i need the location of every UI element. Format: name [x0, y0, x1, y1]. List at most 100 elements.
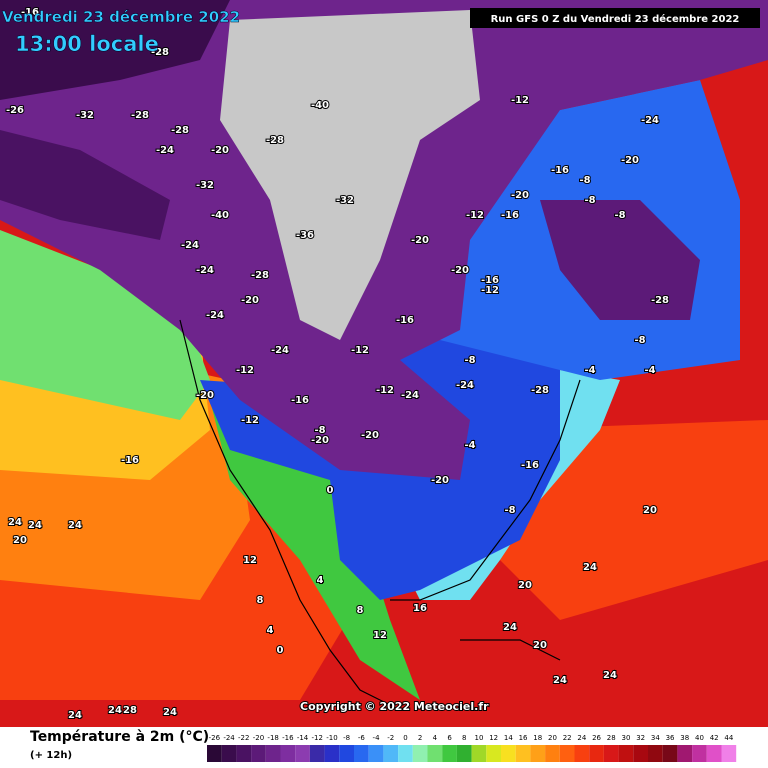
temperature-label: 24	[28, 520, 42, 531]
scale-label: -8	[343, 734, 350, 742]
scale-label: 12	[489, 734, 498, 742]
scale-swatch	[589, 745, 604, 762]
temperature-label: 12	[243, 555, 257, 566]
temperature-label: -28	[171, 125, 189, 136]
coastlines	[179, 319, 581, 711]
scale-swatch	[368, 745, 384, 762]
temperature-label: 16	[413, 603, 427, 614]
temperature-label: 20	[13, 535, 27, 546]
temperature-label: -16	[521, 460, 539, 471]
scale-label: -12	[312, 734, 323, 742]
temperature-label: 20	[643, 505, 657, 516]
scale-swatch	[280, 745, 296, 762]
temperature-label: -4	[464, 440, 475, 451]
scale-label: 20	[548, 734, 557, 742]
temperature-label: 24	[108, 705, 122, 716]
scale-label: 38	[680, 734, 689, 742]
temperature-label: -8	[584, 195, 595, 206]
temperature-label: -16	[481, 275, 499, 286]
scale-swatch	[207, 745, 222, 762]
temperature-label: -8	[504, 505, 515, 516]
scale-label: -2	[387, 734, 394, 742]
temperature-label: -24	[156, 145, 174, 156]
scale-swatch	[456, 745, 472, 762]
scale-swatch	[545, 745, 560, 762]
temperature-label: -16	[121, 455, 139, 466]
scale-swatch	[721, 745, 737, 762]
temperature-label: -20	[621, 155, 639, 166]
temperature-label: -32	[196, 180, 214, 191]
temperature-label: -24	[271, 345, 289, 356]
scale-label: 18	[533, 734, 542, 742]
scale-swatch	[383, 745, 399, 762]
time: 13:00 locale	[15, 32, 159, 56]
scale-label: 4	[433, 734, 438, 742]
temperature-label: 20	[518, 580, 532, 591]
scale-swatch	[339, 745, 354, 762]
temperature-label: -12	[481, 285, 499, 296]
scale-swatch	[574, 745, 590, 762]
scale-swatch	[442, 745, 457, 762]
temperature-label: -36	[296, 230, 314, 241]
temperature-label: -24	[181, 240, 199, 251]
scale-swatch	[603, 745, 619, 762]
scale-swatch	[706, 745, 722, 762]
legend-subtitle: (+ 12h)	[30, 750, 72, 761]
scale-swatch	[309, 745, 325, 762]
scale-label: 16	[519, 734, 528, 742]
copyright: Copyright © 2022 Meteociel.fr	[300, 700, 489, 713]
temperature-label: 24	[583, 562, 597, 573]
scale-swatch	[618, 745, 634, 762]
scale-label: -6	[358, 734, 366, 742]
temperature-label: -8	[314, 425, 325, 436]
temperature-label: -8	[464, 355, 475, 366]
legend-title: Température à 2m (°C)	[30, 729, 209, 745]
temperature-label: -40	[211, 210, 229, 221]
scale-swatch	[530, 745, 546, 762]
temperature-field	[0, 0, 768, 727]
temperature-label: -24	[456, 380, 474, 391]
scale-label: 42	[710, 734, 719, 742]
scale-label: -22	[238, 734, 249, 742]
scale-swatch	[295, 745, 310, 762]
scale-swatch	[515, 745, 531, 762]
scale-swatch	[559, 745, 575, 762]
temperature-label: -32	[336, 195, 354, 206]
temperature-label: 8	[257, 595, 264, 606]
temperature-label: -16	[396, 315, 414, 326]
scale-label: -16	[282, 734, 294, 742]
scale-label: -18	[267, 734, 278, 742]
scale-swatch	[677, 745, 693, 762]
scale-label: -26	[209, 734, 221, 742]
temperature-label: -16	[551, 165, 569, 176]
temperature-label: -28	[651, 295, 669, 306]
scale-swatch	[221, 745, 237, 762]
temperature-label: -12	[241, 415, 259, 426]
temperature-label: -8	[579, 175, 590, 186]
scale-label: 30	[621, 734, 630, 742]
temperature-label: 24	[553, 675, 567, 686]
scale-swatch	[251, 745, 266, 762]
scale-swatch	[265, 745, 281, 762]
temperature-label: -40	[311, 100, 329, 111]
scale-swatch	[692, 745, 707, 762]
scale-label: 34	[651, 734, 660, 742]
temperature-label: 12	[373, 630, 387, 641]
scale-label: 28	[607, 734, 616, 742]
temperature-label: 8	[357, 605, 364, 616]
scale-label: 26	[592, 734, 601, 742]
temperature-label: -12	[376, 385, 394, 396]
temperature-label: -8	[614, 210, 625, 221]
temperature-label: -32	[76, 110, 94, 121]
scale-label: 0	[403, 734, 407, 742]
temperature-label: -24	[641, 115, 659, 126]
scale-label: -20	[253, 734, 264, 742]
temperature-label: -20	[451, 265, 469, 276]
scale-label: 44	[724, 734, 733, 742]
temperature-label: -12	[466, 210, 484, 221]
scale-label: 14	[504, 734, 513, 742]
temperature-label: -20	[361, 430, 379, 441]
scale-swatch	[427, 745, 443, 762]
